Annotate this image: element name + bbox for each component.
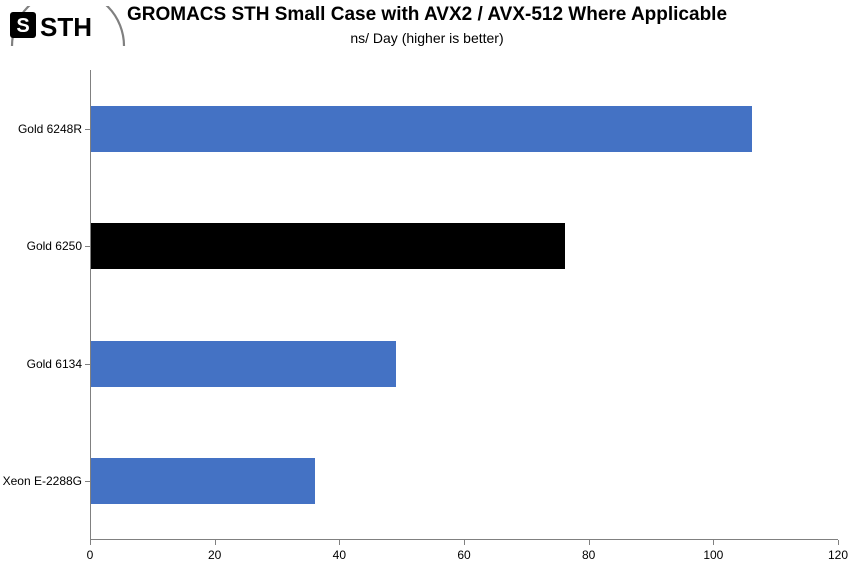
category-label: Xeon E-2288G [3,474,82,488]
x-tick [215,540,216,545]
x-tick [339,540,340,545]
x-tick-label: 120 [828,548,848,562]
chart-title: GROMACS STH Small Case with AVX2 / AVX-5… [0,4,854,26]
chart-subtitle: ns/ Day (higher is better) [0,30,854,46]
x-tick [589,540,590,545]
y-tick [85,481,90,482]
chart-container: S STH GROMACS STH Small Case with AVX2 /… [0,0,854,581]
x-tick-label: 80 [582,548,595,562]
bar [91,458,315,504]
y-tick [85,364,90,365]
x-tick-label: 100 [703,548,723,562]
category-label: Gold 6250 [27,239,82,253]
y-tick [85,246,90,247]
chart-titles: GROMACS STH Small Case with AVX2 / AVX-5… [0,2,854,46]
y-tick [85,129,90,130]
category-label: Gold 6248R [18,122,82,136]
x-tick [90,540,91,545]
x-tick [838,540,839,545]
x-tick [464,540,465,545]
x-tick-label: 60 [457,548,470,562]
bar [91,223,565,269]
bar [91,341,396,387]
x-tick-label: 20 [208,548,221,562]
x-tick [713,540,714,545]
category-label: Gold 6134 [27,357,82,371]
plot-area: 020406080100120Gold 6248RGold 6250Gold 6… [90,70,838,540]
bar [91,106,752,152]
x-tick-label: 0 [87,548,94,562]
x-tick-label: 40 [333,548,346,562]
